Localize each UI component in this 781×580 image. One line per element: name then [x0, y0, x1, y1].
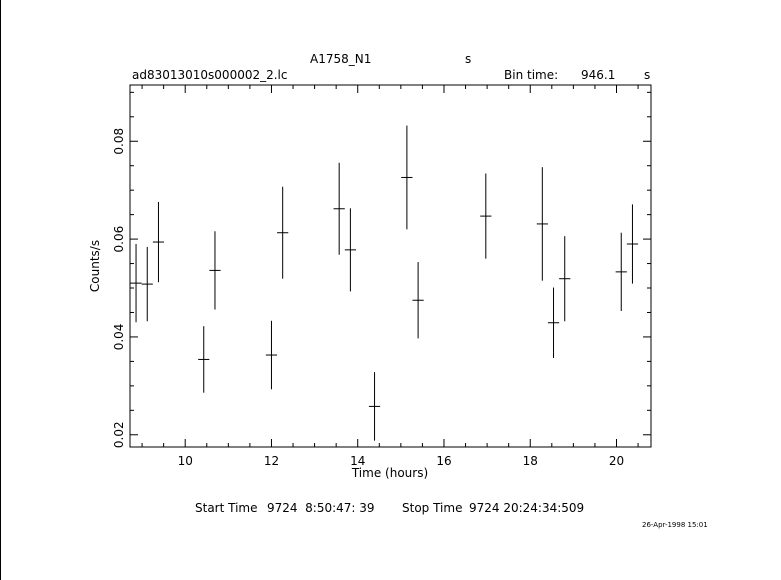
y-axis-ticks: 0.02 0.04 0.06 0.08 — [112, 91, 651, 448]
x-tick-label: 18 — [523, 454, 538, 468]
x-axis-label: Time (hours) — [351, 466, 428, 480]
data-point — [333, 162, 345, 255]
x-tick-label: 14 — [350, 454, 365, 468]
y-tick-label: 0.02 — [112, 421, 126, 448]
left-border-line — [0, 0, 1, 580]
bin-time-label: Bin time: — [504, 68, 559, 82]
object-name: A1758_N1 — [310, 52, 372, 66]
x-tick-label: 10 — [178, 454, 193, 468]
start-time-label: Start Time — [195, 501, 258, 515]
stop-time-label: Stop Time — [402, 501, 463, 515]
data-point — [209, 231, 221, 310]
data-point — [480, 173, 492, 259]
y-axis-label: Counts/s — [88, 240, 102, 292]
data-point — [368, 372, 381, 441]
data-point — [152, 201, 165, 283]
file-name: ad83013010s000002_2.lc — [132, 68, 288, 82]
x-tick-label: 16 — [436, 454, 451, 468]
data-point — [130, 243, 142, 323]
data-point — [401, 125, 413, 230]
data-point — [626, 204, 639, 284]
data-point — [615, 232, 627, 312]
data-point — [559, 236, 571, 322]
x-tick-label: 20 — [609, 454, 624, 468]
stop-time-value: 9724 20:24:34:509 — [469, 501, 585, 515]
data-point — [547, 287, 560, 358]
x-axis-ticks: 10 12 14 16 18 20 — [141, 85, 639, 468]
start-time-value: 9724 8:50:47: 39 — [267, 501, 375, 515]
data-point — [344, 208, 356, 292]
y-tick-label: 0.06 — [112, 226, 126, 253]
object-unit: s — [465, 52, 472, 66]
data-point — [198, 326, 210, 393]
data-point — [141, 246, 153, 322]
data-point — [412, 262, 424, 339]
y-tick-label: 0.08 — [112, 128, 126, 155]
y-tick-label: 0.04 — [112, 324, 126, 351]
data-point — [265, 320, 278, 390]
plot-frame — [129, 84, 652, 448]
x-tick-label: 12 — [264, 454, 279, 468]
data-points — [130, 125, 639, 441]
plot-timestamp: 26-Apr-1998 15:01 — [642, 521, 708, 529]
data-point — [277, 186, 289, 279]
bin-time-value: 946.1 — [581, 68, 616, 82]
data-point — [536, 167, 548, 281]
bin-time-unit: s — [644, 68, 651, 82]
